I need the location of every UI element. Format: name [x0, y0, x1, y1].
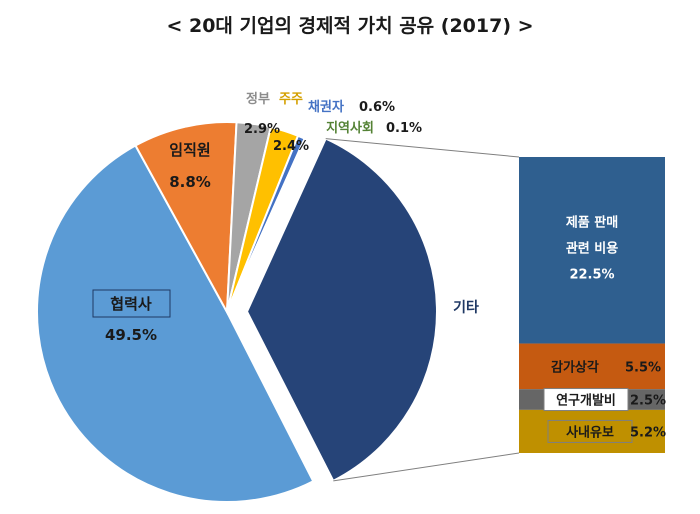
slice-value-emp: 8.8% [169, 173, 211, 191]
slice-value-cred: 0.6% [359, 100, 395, 115]
slice-name-etc: 기타 [453, 300, 479, 316]
segment-value-sales: 22.5% [569, 267, 614, 282]
slice-name-share: 주주 [279, 92, 303, 107]
slice-name-coop: 협력사 [110, 295, 152, 313]
slice-name-gov: 정부 [246, 91, 270, 107]
label-box-rnd [543, 388, 629, 412]
pie-wedges [36, 121, 438, 503]
connector-lines [325, 138, 520, 482]
segment-name-dep: 감가상각 [551, 360, 599, 375]
pie-slice-etc [245, 137, 438, 483]
slice-name-cred: 채권자 [308, 100, 344, 115]
pie-slice-comm [226, 137, 308, 313]
segment-value-rnd: 2.5% [630, 394, 666, 409]
segment-name-sales-line1: 제품 판매 [566, 214, 618, 230]
segment-name-ret: 사내유보 [566, 424, 614, 440]
label-box-ret [547, 419, 633, 443]
slice-value-share: 2.4% [273, 139, 309, 154]
slice-value-coop: 49.5% [105, 326, 157, 344]
segment-value-dep: 5.5% [625, 360, 661, 375]
chart-title: < 20대 기업의 경제적 가치 공유 (2017) > [166, 15, 533, 37]
segment-name-rnd: 연구개발비 [556, 393, 616, 409]
slice-name-comm: 지역사회 [326, 120, 374, 136]
slice-name-emp: 임직원 [169, 141, 210, 159]
slice-value-gov: 2.9% [244, 122, 280, 137]
pie-slice-coop [36, 144, 315, 503]
bar-segment-ret [519, 409, 665, 453]
segment-value-ret: 5.2% [630, 425, 666, 440]
segment-name-sales-line2: 관련 비용 [566, 240, 618, 256]
bar-segment-sales [519, 157, 665, 344]
label-box-coop [92, 289, 171, 318]
slice-value-comm: 0.1% [386, 121, 422, 136]
connector-line-bottom [333, 452, 520, 482]
pie-slice-emp [134, 121, 238, 316]
bar-segment-dep [519, 343, 665, 390]
data-labels: 협력사 49.5% 임직원 8.8% 정부 2.9% 주주 2.4% 채권자 0.6% 지역사회 0.… [92, 91, 666, 443]
connector-line-top [325, 138, 520, 158]
